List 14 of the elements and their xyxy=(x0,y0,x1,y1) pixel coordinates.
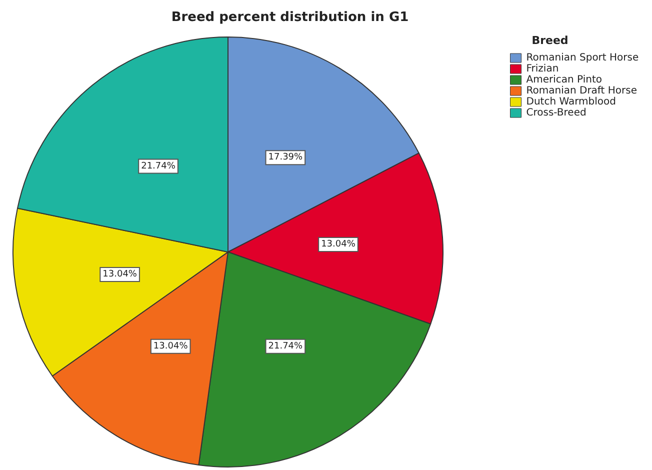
legend-title: Breed xyxy=(532,34,568,47)
data-label: 13.04% xyxy=(153,341,188,352)
data-label: 21.74% xyxy=(141,161,176,172)
data-label: 13.04% xyxy=(102,269,138,280)
legend-label: Romanian Draft Horse xyxy=(526,86,637,96)
data-label: 17.39% xyxy=(268,152,304,163)
chart-title: Breed percent distribution in G1 xyxy=(171,10,409,25)
legend-label: Dutch Warmblood xyxy=(526,96,616,108)
data-label: 13.04% xyxy=(321,239,356,250)
legend-label: Romanian Sport Horse xyxy=(526,52,639,64)
data-label: 21.74% xyxy=(268,341,304,352)
legend-label: Frizian xyxy=(526,64,559,74)
legend-label: Cross-Breed xyxy=(526,108,586,118)
legend-label: American Pinto xyxy=(526,74,602,86)
